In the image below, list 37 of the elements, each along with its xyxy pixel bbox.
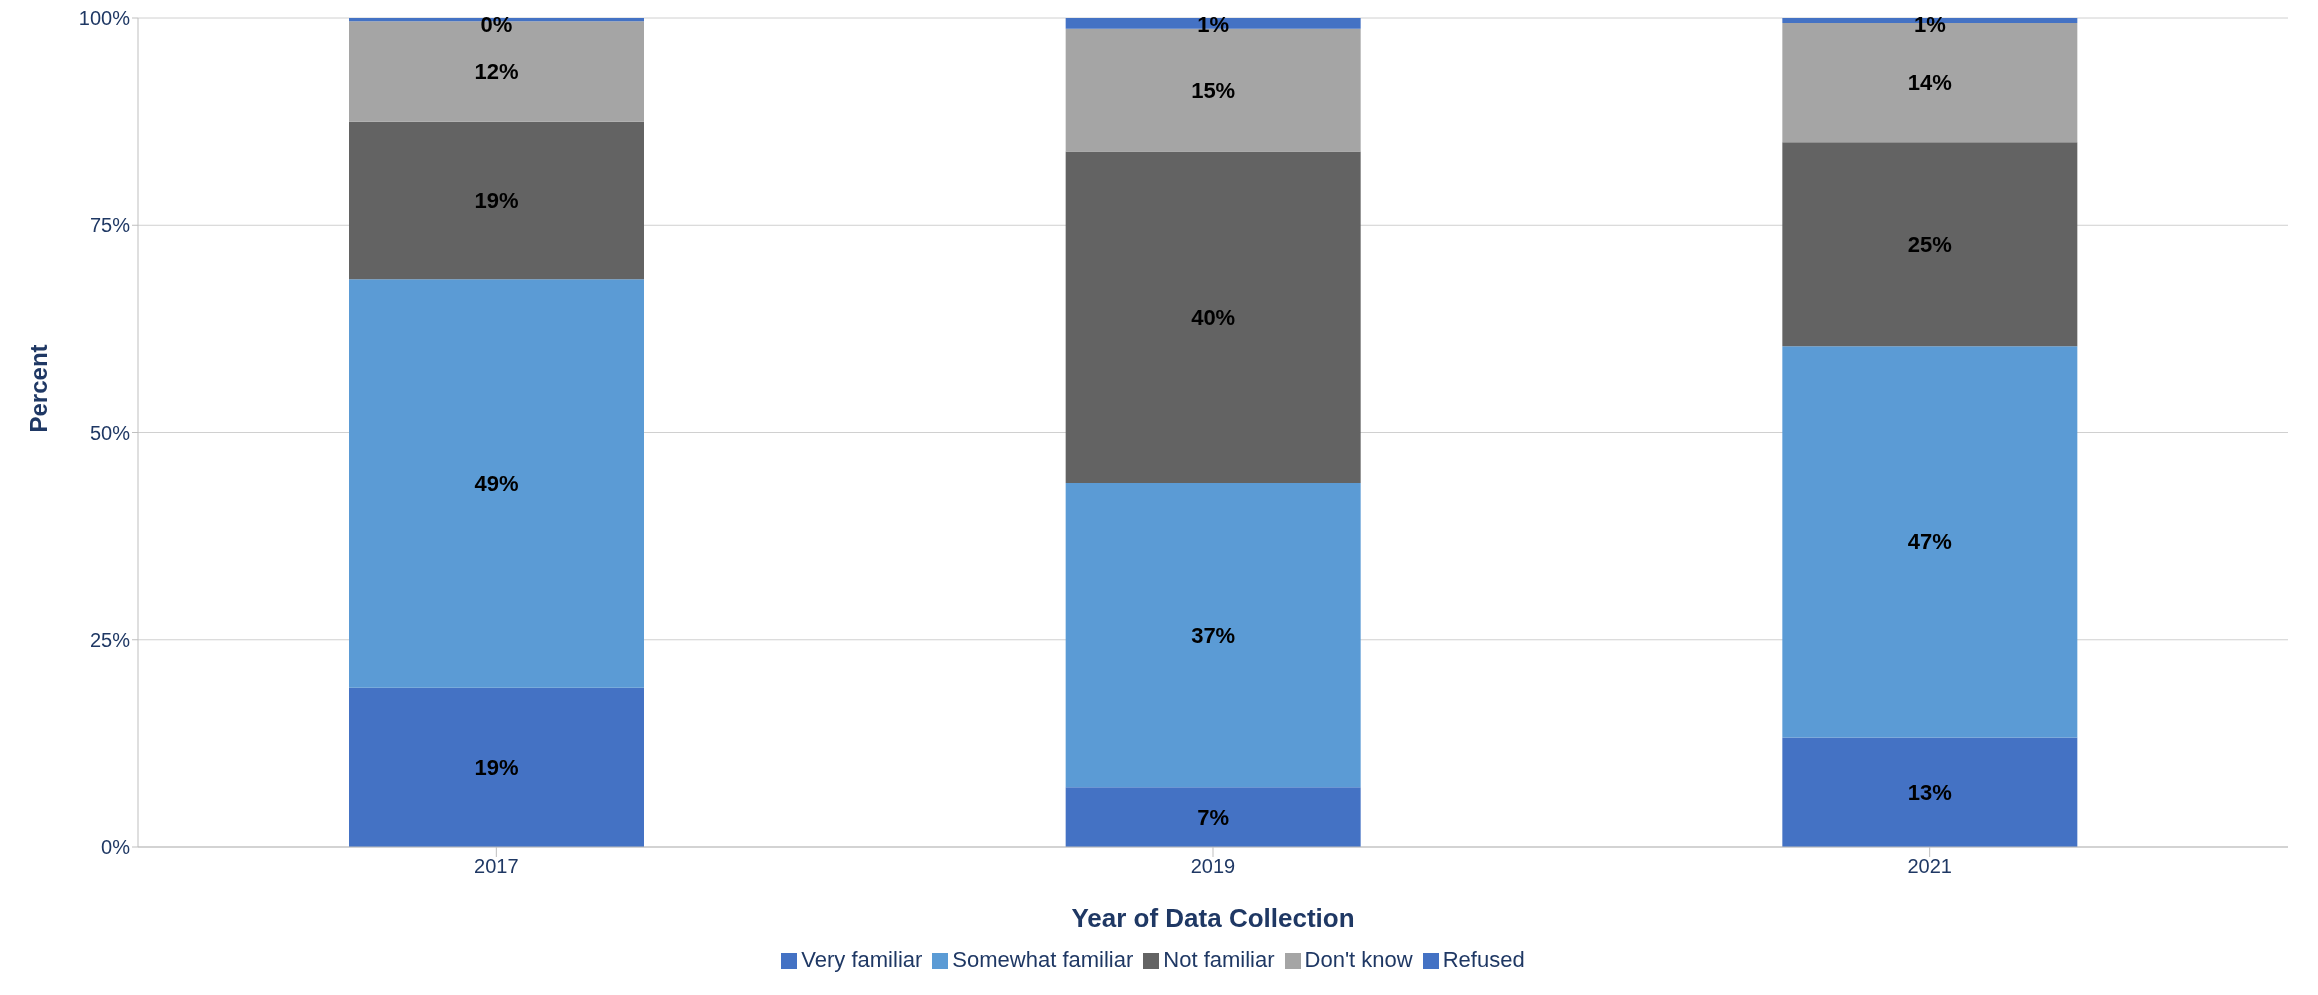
bar xyxy=(1782,737,2078,847)
data-label: 19% xyxy=(474,187,519,213)
y-tick-label: 75% xyxy=(89,214,131,237)
legend-label: Not familiar xyxy=(1163,947,1275,972)
data-label: 25% xyxy=(1907,231,1952,257)
y-tick-label: 100% xyxy=(78,7,131,30)
bar xyxy=(1065,151,1361,484)
data-label: 13% xyxy=(1907,779,1952,805)
data-label: 15% xyxy=(1191,77,1236,103)
data-label: 49% xyxy=(474,470,519,496)
y-tick-label: 25% xyxy=(89,628,131,651)
data-label: 1% xyxy=(1197,11,1230,37)
data-label: 47% xyxy=(1907,529,1952,555)
bar xyxy=(1782,142,2078,347)
data-label: 19% xyxy=(474,754,519,780)
x-tick-label: 2019 xyxy=(1190,855,1236,878)
bar xyxy=(1782,346,2078,738)
legend-label: Don't know xyxy=(1304,947,1413,972)
legend-label: Very familiar xyxy=(801,947,923,972)
legend-label: Refused xyxy=(1442,947,1525,972)
legend-label: Somewhat familiar xyxy=(952,947,1134,972)
bar xyxy=(349,121,644,280)
x-tick-label: 2017 xyxy=(474,855,519,878)
data-label: 12% xyxy=(474,58,519,84)
data-label: 14% xyxy=(1907,70,1952,96)
y-tick-label: 0% xyxy=(101,836,131,859)
x-tick-label: 2021 xyxy=(1907,855,1952,878)
x-axis-title: Year of Data Collection xyxy=(1071,903,1355,933)
bar xyxy=(1065,483,1361,788)
bar xyxy=(349,687,644,847)
data-label: 37% xyxy=(1191,622,1236,648)
bar xyxy=(1065,787,1361,847)
bar xyxy=(349,279,644,688)
data-label: 7% xyxy=(1197,804,1230,830)
data-label: 40% xyxy=(1191,304,1236,330)
y-tick-label: 50% xyxy=(89,421,131,444)
y-axis-title: Percent xyxy=(24,344,52,433)
